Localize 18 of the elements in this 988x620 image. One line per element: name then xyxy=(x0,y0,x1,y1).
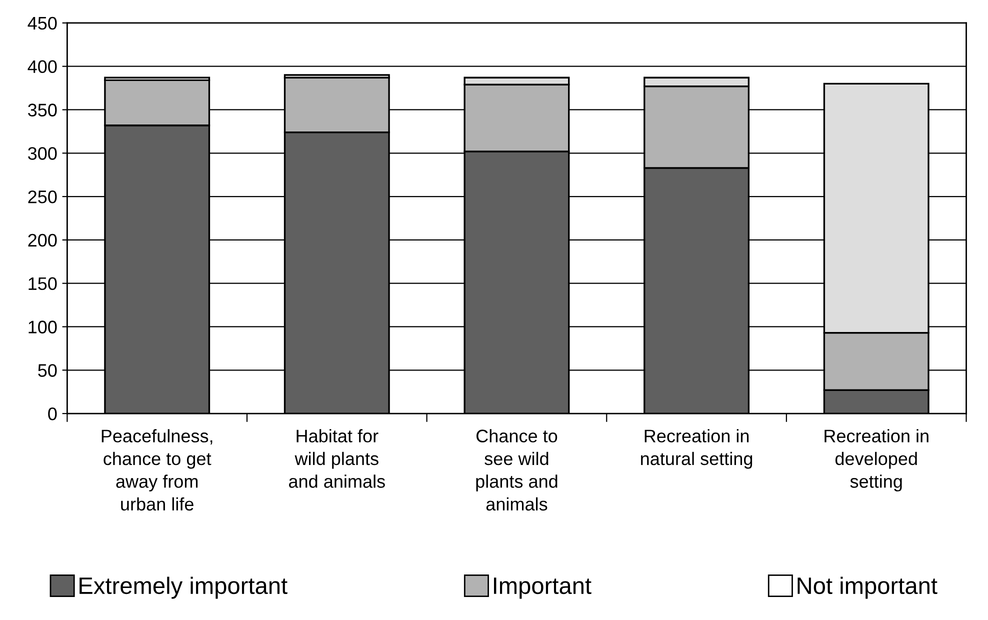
y-tick-label: 50 xyxy=(38,364,57,377)
y-tick-label: 350 xyxy=(28,104,57,116)
y-tick-label: 250 xyxy=(28,190,57,204)
legend-label: Extremely important xyxy=(80,576,288,599)
y-tick-label: 300 xyxy=(28,147,57,160)
legend-label: Not important xyxy=(798,576,938,599)
y-tick-label: 150 xyxy=(28,277,57,290)
y-tick-label: 450 xyxy=(28,16,57,30)
x-tick-label: Recreation in developed setting xyxy=(824,429,928,492)
x-tick-label: Chance to see wild plants and animals xyxy=(476,429,558,511)
y-tick-label: 400 xyxy=(28,60,57,74)
x-tick-label: Habitat for wild plants and animals xyxy=(289,429,385,488)
y-tick-label: 0 xyxy=(48,407,57,420)
legend-label: Important xyxy=(494,578,592,599)
x-tick-label: Recreation in natural setting xyxy=(641,429,752,469)
y-tick-label: 200 xyxy=(28,234,57,247)
y-tick-label: 100 xyxy=(28,320,57,334)
x-tick-label: Peacefulness, chance to get away from urban life xyxy=(102,429,212,511)
